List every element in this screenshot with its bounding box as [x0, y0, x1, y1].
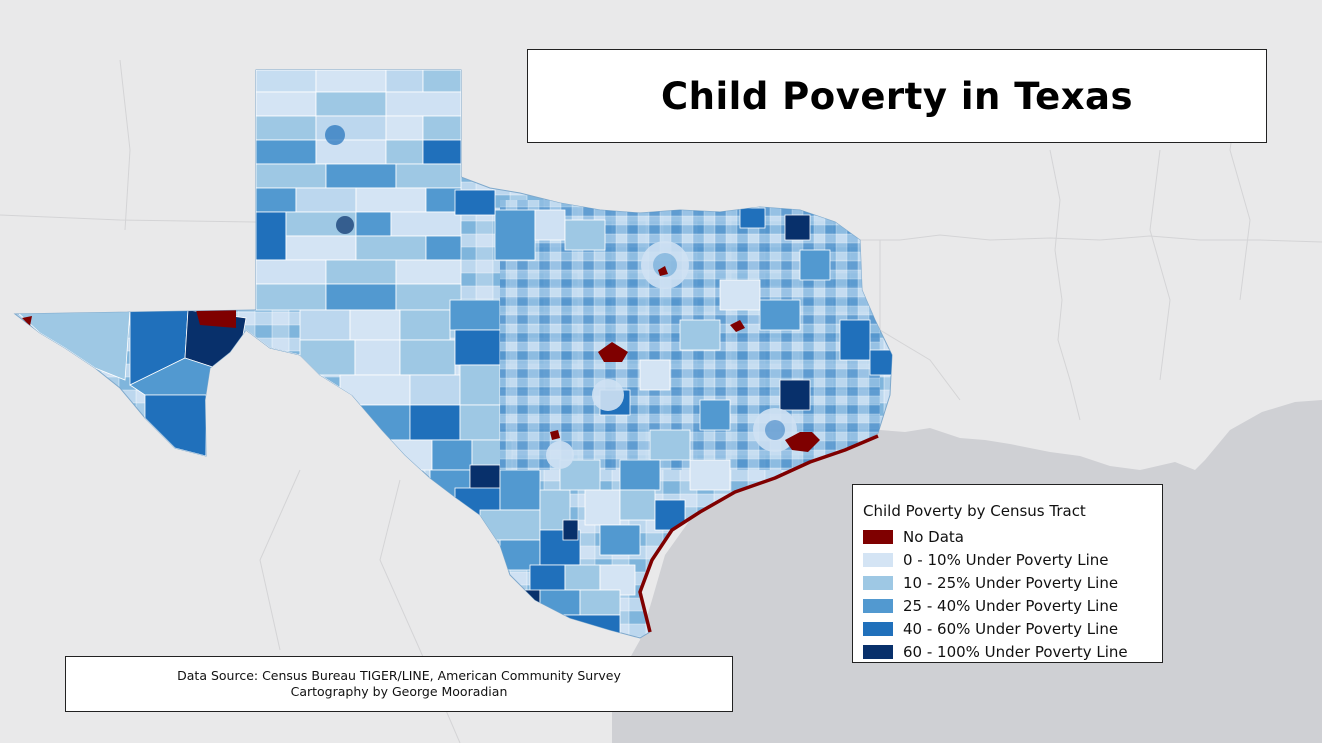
legend-swatch-0-10: [863, 552, 893, 567]
legend-label: 25 - 40% Under Poverty Line: [903, 596, 1119, 615]
legend-label: 40 - 60% Under Poverty Line: [903, 619, 1119, 638]
source-box: Data Source: Census Bureau TIGER/LINE, A…: [65, 656, 733, 712]
legend-label: 60 - 100% Under Poverty Line: [903, 642, 1128, 661]
legend-item: 0 - 10% Under Poverty Line: [863, 548, 1162, 571]
legend-label: 0 - 10% Under Poverty Line: [903, 550, 1109, 569]
data-source-text: Data Source: Census Bureau TIGER/LINE, A…: [177, 668, 621, 683]
legend-item: 60 - 100% Under Poverty Line: [863, 640, 1162, 663]
legend-swatch-no-data: [863, 529, 893, 544]
legend-swatch-60-100: [863, 644, 893, 659]
legend-title: Child Poverty by Census Tract: [863, 502, 1086, 520]
legend-item: 25 - 40% Under Poverty Line: [863, 594, 1162, 617]
coastline-no-data: [638, 434, 879, 633]
legend: Child Poverty by Census Tract No Data 0 …: [852, 484, 1163, 663]
cartography-credit: Cartography by George Mooradian: [290, 684, 508, 699]
title-box: Child Poverty in Texas: [527, 49, 1267, 143]
legend-label: 10 - 25% Under Poverty Line: [903, 573, 1119, 592]
map-title: Child Poverty in Texas: [660, 74, 1134, 118]
legend-item: 10 - 25% Under Poverty Line: [863, 571, 1162, 594]
legend-swatch-40-60: [863, 621, 893, 636]
legend-item: 40 - 60% Under Poverty Line: [863, 617, 1162, 640]
legend-swatch-25-40: [863, 598, 893, 613]
legend-label: No Data: [903, 527, 964, 546]
legend-item: No Data: [863, 525, 1162, 548]
legend-swatch-10-25: [863, 575, 893, 590]
